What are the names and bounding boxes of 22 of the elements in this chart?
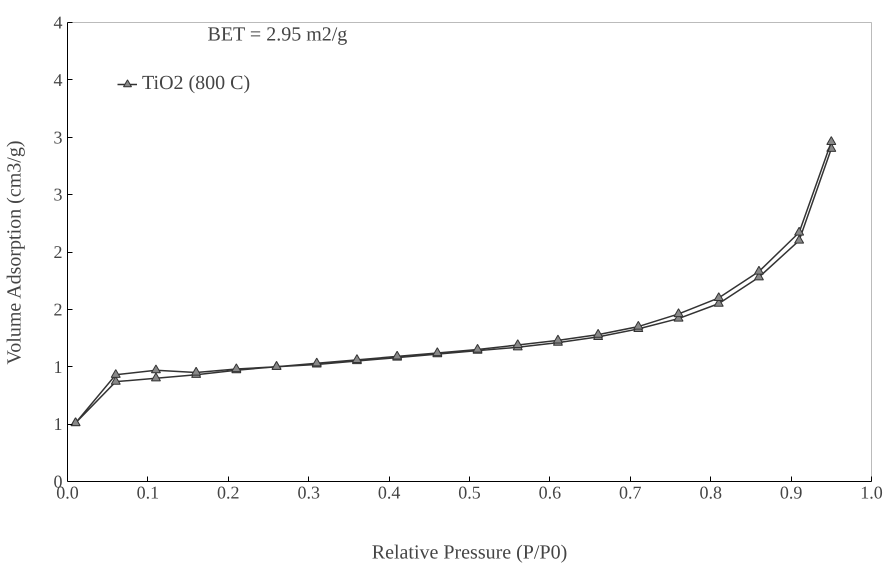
x-tick-label: 0.6 xyxy=(538,482,562,502)
x-tick-label: 0.2 xyxy=(217,482,240,502)
y-axis-title: Volume Adsorption (cm3/g) xyxy=(4,140,26,365)
x-tick-label: 0.7 xyxy=(619,482,642,502)
y-tick-label: 3 xyxy=(54,184,62,205)
legend-label: TiO2 (800 C) xyxy=(142,72,250,95)
y-tick-label: 3 xyxy=(54,127,62,148)
x-tick-label: 0.5 xyxy=(458,482,481,502)
x-tick-label: 0.8 xyxy=(699,482,722,502)
y-tick-label: 1 xyxy=(54,356,62,377)
x-tick-label: 0.4 xyxy=(378,482,400,502)
x-tick-label: 1.0 xyxy=(860,482,883,502)
x-tick-label: 0.9 xyxy=(780,482,802,502)
y-tick-label: 4 xyxy=(54,12,62,32)
y-tick-label: 1 xyxy=(54,414,62,434)
y-tick-label: 4 xyxy=(54,70,62,90)
annotation: BET = 2.95 m2/g xyxy=(208,24,348,46)
y-tick-label: 2 xyxy=(54,242,62,262)
y-tick-label: 2 xyxy=(54,299,62,320)
x-tick-label: 0.3 xyxy=(297,482,320,502)
x-tick-label: 0.1 xyxy=(136,482,160,502)
x-axis-title: Relative Pressure (P/P0) xyxy=(372,542,568,564)
